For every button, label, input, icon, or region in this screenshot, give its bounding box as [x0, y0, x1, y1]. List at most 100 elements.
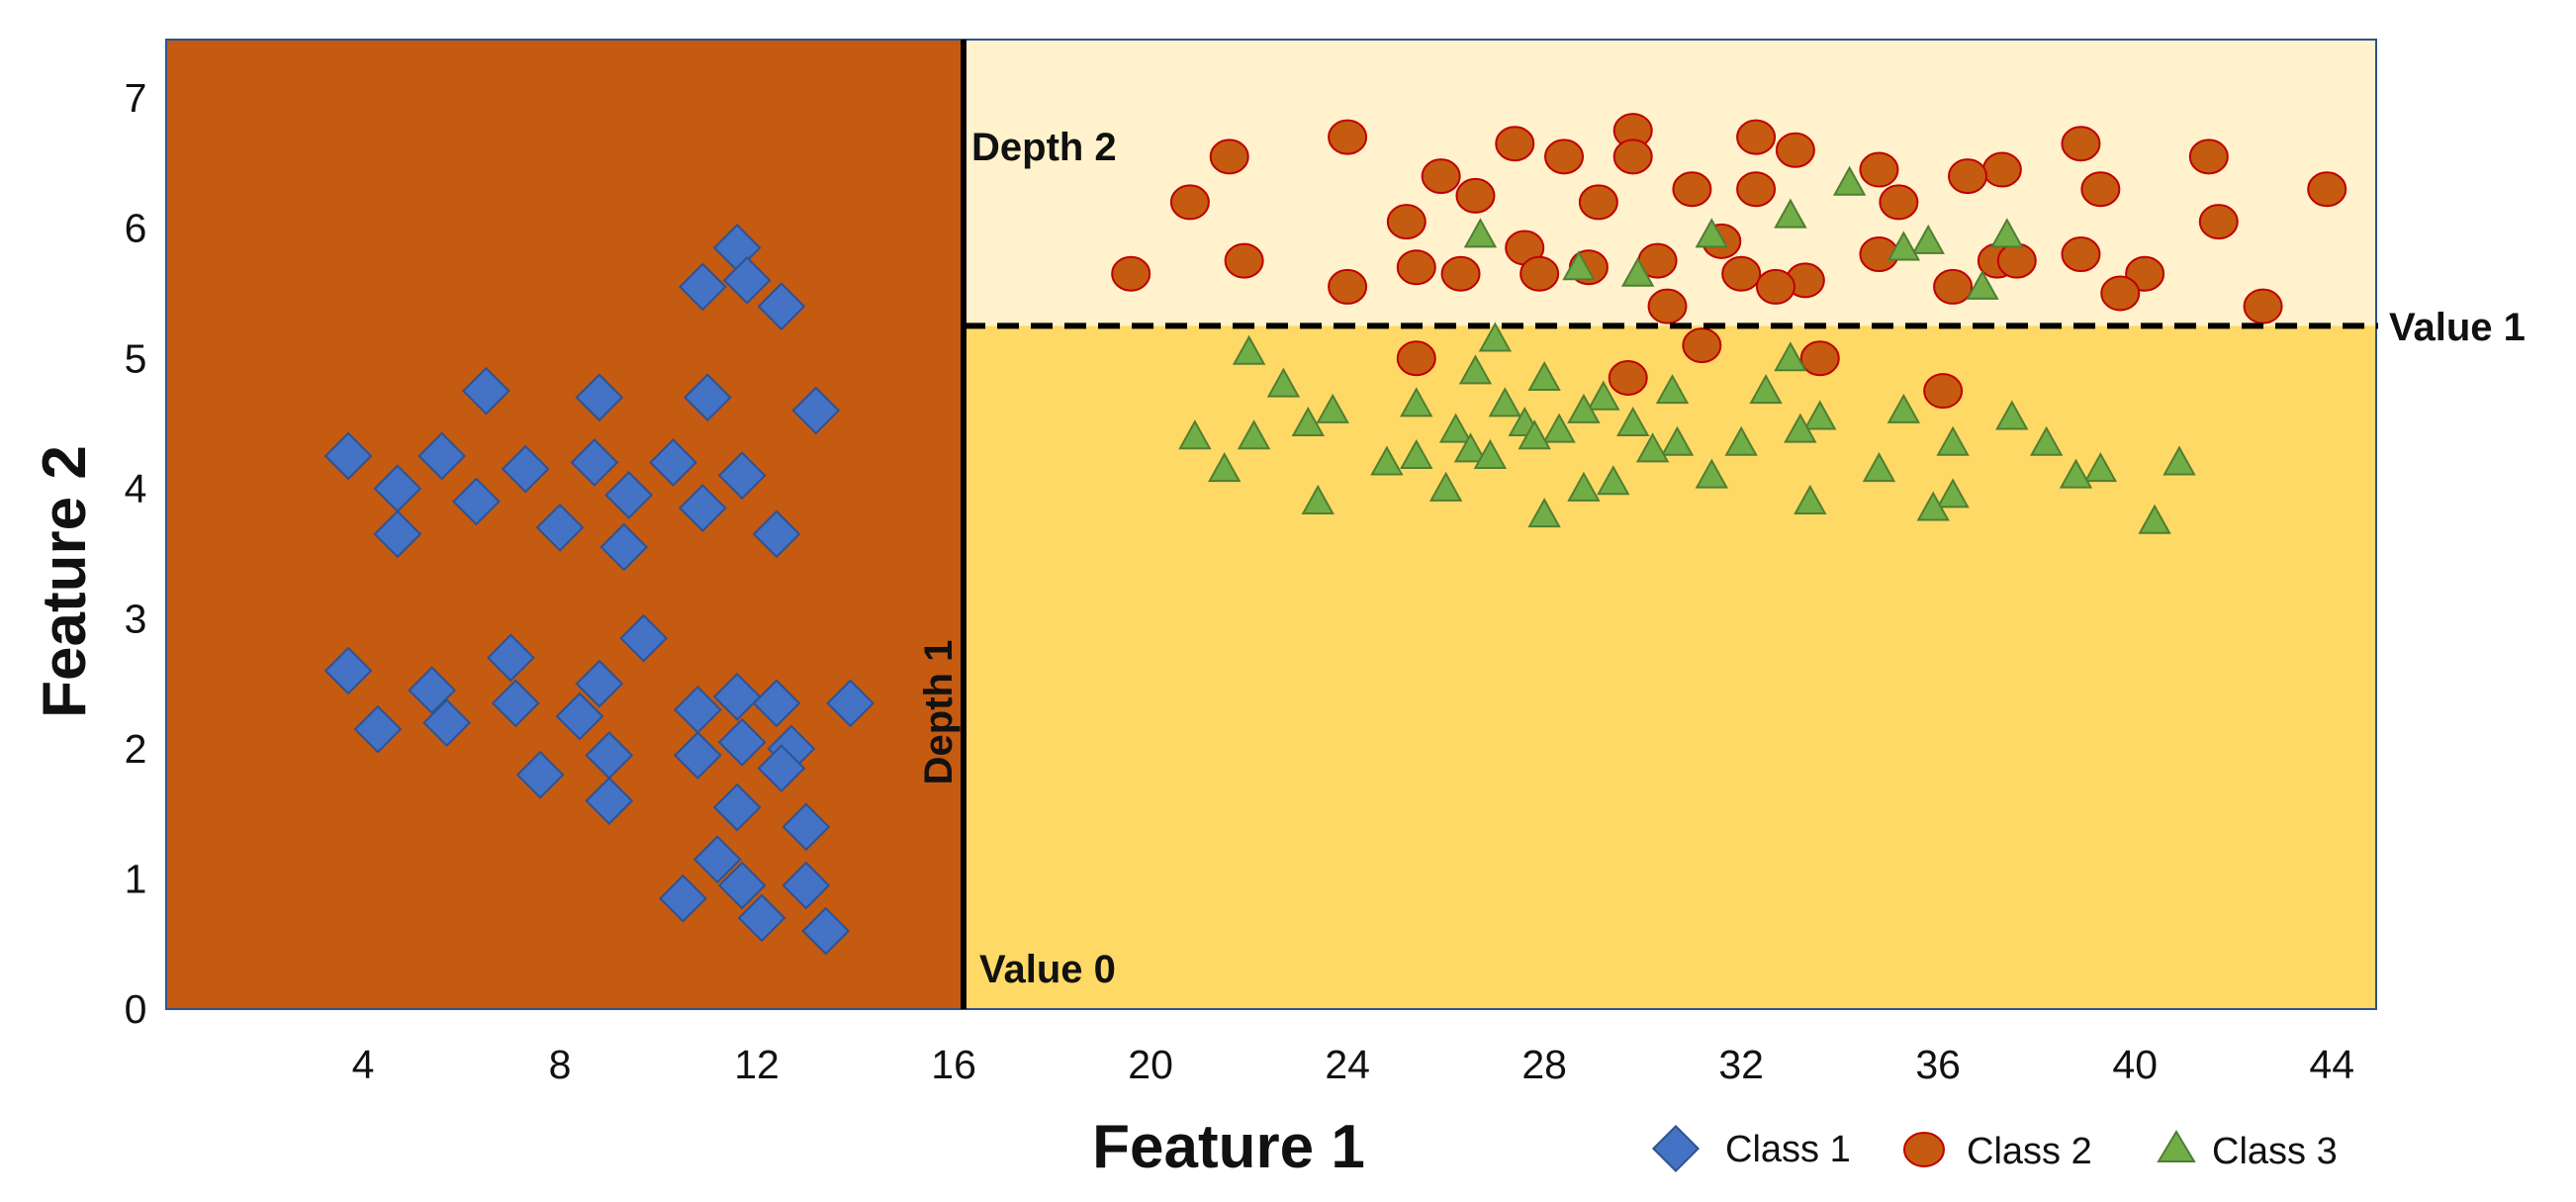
- x-tick-label: 20: [1128, 1042, 1173, 1087]
- class-3-point: [1232, 334, 1266, 365]
- class-3-point: [1428, 471, 1463, 502]
- class-3-point: [1635, 432, 1670, 463]
- class-2-point: [1948, 158, 1988, 195]
- class-2-point: [1440, 255, 1481, 292]
- class-2-point: [1608, 360, 1648, 397]
- legend-class-1-marker: [1651, 1124, 1701, 1173]
- legend-item-class-1: Class 1: [1651, 1124, 1851, 1173]
- class-1-point: [782, 861, 831, 910]
- class-1-point: [501, 444, 550, 494]
- class-3-point: [2059, 458, 2093, 489]
- class-3-point: [1518, 419, 1551, 450]
- class-3-point: [1527, 360, 1561, 392]
- class-3-point: [1749, 374, 1783, 405]
- y-tick-label: 3: [125, 596, 147, 641]
- y-tick-label: 2: [125, 726, 147, 772]
- class-3-point: [1794, 484, 1827, 514]
- class-1-point: [683, 373, 732, 422]
- legend-item-class-3: Class 3: [2157, 1130, 2338, 1172]
- class-3-point: [1803, 400, 1837, 430]
- class-1-point: [599, 522, 649, 572]
- class-2-point: [1396, 249, 1436, 286]
- class-1-point: [712, 783, 762, 832]
- plot-frame: [165, 39, 2377, 1010]
- class-3-point: [1567, 393, 1601, 423]
- class-1-point: [692, 835, 742, 884]
- class-1-point: [752, 679, 801, 728]
- class-2-point: [1736, 171, 1777, 208]
- class-3-point: [2138, 504, 2171, 534]
- class-2-point: [2243, 288, 2283, 324]
- class-3-point: [2083, 452, 2118, 483]
- x-tick-label: 32: [1718, 1042, 1764, 1087]
- legend-class-1-label: Class 1: [1725, 1129, 1851, 1170]
- class-2-point: [1933, 268, 1974, 305]
- class-1-point: [461, 366, 510, 416]
- class-3-point: [2029, 425, 2064, 456]
- class-1-point: [801, 906, 851, 956]
- value-0-label: Value 0: [979, 948, 1116, 991]
- class-1-point: [678, 262, 727, 312]
- class-1-point: [422, 698, 472, 748]
- legend-class-3-label: Class 3: [2212, 1131, 2338, 1172]
- class-3-point: [1620, 256, 1655, 287]
- depth-1-label: Depth 1: [917, 640, 961, 786]
- legend-class-2-marker: [1903, 1132, 1945, 1167]
- y-tick-label: 4: [125, 466, 147, 511]
- class-1-point: [826, 679, 875, 728]
- legend-class-2-label: Class 2: [1967, 1131, 2092, 1172]
- class-3-point: [1966, 269, 1999, 300]
- class-2-point: [2061, 236, 2101, 273]
- class-1-point: [737, 893, 786, 943]
- y-tick-label: 0: [125, 986, 147, 1032]
- class-3-point: [1458, 354, 1493, 385]
- class-1-point: [717, 451, 767, 501]
- class-2-point: [1879, 184, 1919, 221]
- class-3-point: [1724, 425, 1758, 456]
- class-1-point: [757, 282, 806, 331]
- class-2-point: [1209, 139, 1249, 175]
- class-2-point: [1755, 268, 1795, 305]
- class-1-point: [515, 750, 565, 799]
- class-2-point: [1328, 119, 1368, 155]
- y-tick-label: 7: [125, 75, 147, 121]
- class-3-point: [1597, 465, 1630, 496]
- class-1-point: [678, 484, 727, 532]
- x-tick-label: 16: [931, 1042, 976, 1087]
- class-3-point: [1936, 425, 1970, 456]
- x-tick-label: 4: [352, 1042, 375, 1087]
- legend: Class 1 Class 2 Class 3: [1651, 1124, 2338, 1173]
- class-1-point: [673, 731, 722, 780]
- class-3-region: [964, 325, 2376, 1009]
- class-2-point: [2080, 171, 2121, 208]
- class-1-point: [752, 509, 801, 559]
- class-3-point: [1995, 400, 2029, 430]
- class-2-point: [1396, 340, 1436, 377]
- class-1-point: [575, 659, 624, 708]
- y-axis-title: Feature 2: [31, 445, 99, 718]
- class-3-point: [1784, 413, 1817, 443]
- class-1-point: [452, 477, 501, 526]
- y-tick-label: 1: [125, 856, 147, 901]
- class-2-point: [1224, 242, 1264, 279]
- class-3-point: [1463, 218, 1498, 248]
- class-1-point: [575, 373, 624, 422]
- class-3-point: [1886, 393, 1921, 423]
- class-3-point: [1862, 452, 1896, 483]
- split-lines: [961, 40, 2378, 1009]
- class-1-point: [604, 470, 654, 519]
- class-3-point: [1473, 438, 1508, 469]
- y-tick-label: 6: [125, 206, 147, 251]
- depth-2-label: Depth 2: [971, 126, 1117, 169]
- class-3-point: [1478, 322, 1513, 352]
- class-2-point: [2198, 204, 2239, 240]
- class-1-point: [717, 861, 767, 910]
- class-1-point: [717, 717, 767, 767]
- x-tick-label: 8: [549, 1042, 572, 1087]
- class-2-point: [1495, 126, 1535, 162]
- value-1-label: Value 1: [2389, 306, 2526, 349]
- class-3-point: [1774, 198, 1807, 229]
- class-3-point: [2162, 445, 2196, 476]
- class-1-point: [323, 431, 373, 481]
- class-3-point: [1488, 387, 1522, 417]
